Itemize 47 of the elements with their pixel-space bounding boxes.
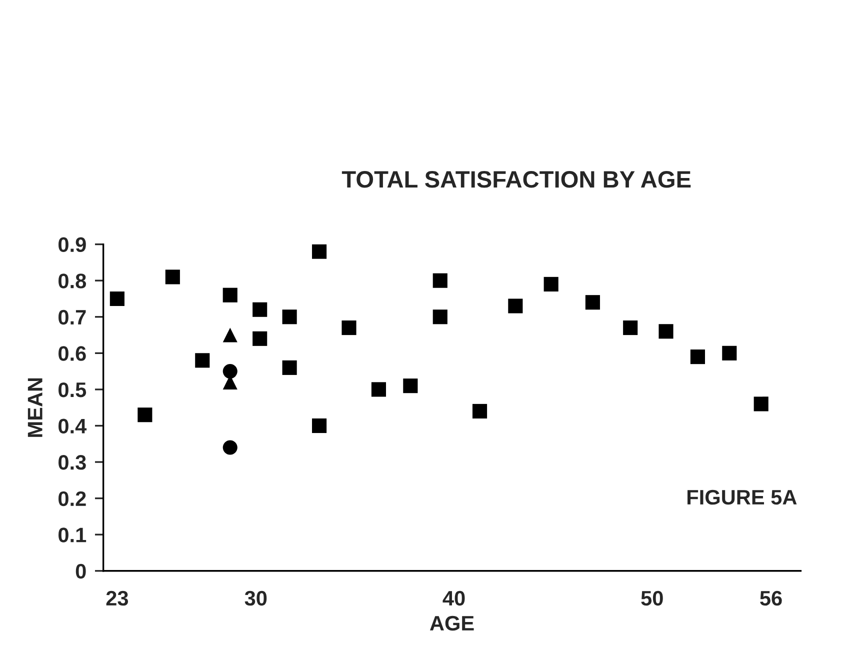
annotation: FIGURE 5A <box>688 490 797 505</box>
y-tick-label: 0.6 <box>58 346 86 361</box>
y-tick-label: 0.9 <box>58 237 86 252</box>
point <box>754 396 768 412</box>
point <box>403 378 418 394</box>
point <box>472 404 488 419</box>
point <box>138 408 152 422</box>
y-tick-label: 0.8 <box>58 274 86 288</box>
y-tick-label: 0.4 <box>58 418 87 434</box>
point <box>690 350 705 364</box>
point <box>222 328 238 342</box>
point <box>282 360 297 375</box>
point <box>165 270 180 284</box>
point <box>110 291 124 306</box>
x-tick-label: 50 <box>641 590 663 606</box>
point <box>544 276 558 292</box>
chart-title: TOTAL SATISFACTION BY AGE <box>342 171 691 188</box>
x-tick-label: 30 <box>244 590 267 606</box>
point <box>282 310 297 324</box>
point <box>342 320 356 336</box>
point <box>623 320 638 336</box>
point <box>222 364 238 379</box>
point <box>195 353 210 368</box>
x-tick-label: 56 <box>760 590 782 606</box>
point <box>585 295 600 310</box>
point <box>312 244 327 259</box>
point <box>432 310 448 324</box>
x-tick-label: 23 <box>106 590 128 606</box>
point <box>252 302 268 317</box>
y-tick-label: 0.3 <box>58 455 86 470</box>
x-axis-title: AGE <box>430 616 474 631</box>
point <box>508 298 523 314</box>
y-tick-label: 0.5 <box>58 382 86 398</box>
y-tick-label: 0 <box>76 564 86 579</box>
point <box>252 331 268 346</box>
y-tick-label: 0.7 <box>58 310 86 325</box>
point <box>371 382 386 397</box>
point <box>432 273 448 288</box>
point <box>722 346 737 360</box>
point <box>222 440 238 455</box>
point <box>312 418 327 434</box>
point <box>658 324 674 339</box>
y-tick-label: 0.1 <box>58 528 86 542</box>
y-tick-label: 0.2 <box>58 491 86 506</box>
x-tick-label: 40 <box>442 590 465 606</box>
y-axis-title: MEAN <box>28 378 42 437</box>
point <box>222 288 238 302</box>
